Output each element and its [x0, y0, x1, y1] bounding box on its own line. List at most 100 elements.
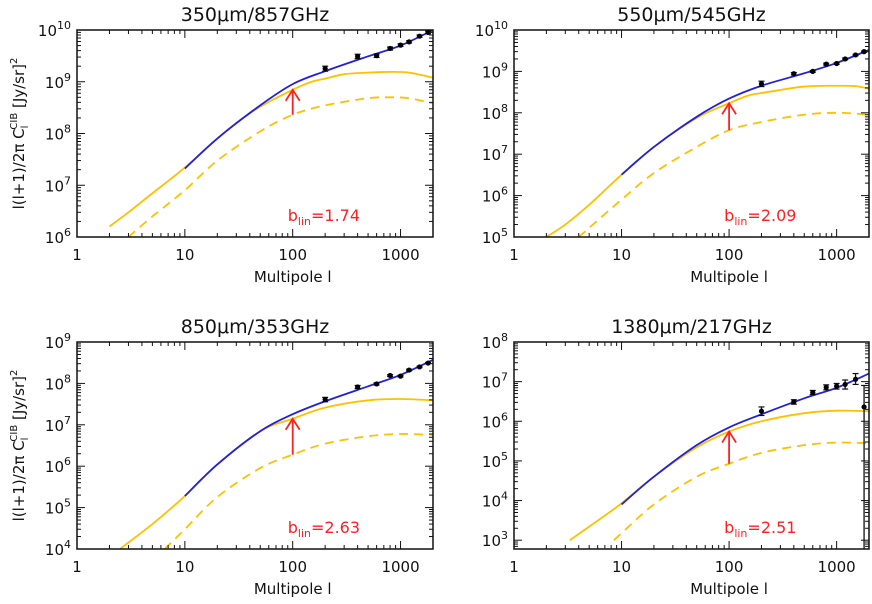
data-point — [852, 52, 859, 58]
blin-annotation: blin=2.63 — [288, 518, 360, 540]
model-curve-total — [620, 372, 869, 506]
data-point — [842, 381, 848, 388]
y-tick-exponent: 9 — [501, 60, 508, 73]
data-point — [322, 396, 328, 403]
y-tick-label: 106 — [482, 185, 508, 206]
y-tick-exponent: 10 — [494, 19, 508, 32]
y-tick-label: 1010 — [38, 19, 71, 40]
y-tick-label: 107 — [482, 143, 508, 164]
y-tick-base: 10 — [482, 413, 501, 431]
panel-1: 350μm/857GHz blin=1.74 1 10 100 1000 Multipole… — [9, 4, 434, 286]
blin-annotation: blin=2.51 — [724, 518, 796, 540]
x-axis-label: Multipole l — [690, 580, 768, 598]
model-curve-dashed — [578, 111, 869, 237]
y-tick-exponent: 5 — [501, 450, 508, 463]
data-point — [810, 389, 816, 396]
blin-value: =2.63 — [311, 518, 360, 537]
data-point — [834, 60, 840, 67]
y-tick-exponent: 8 — [501, 102, 508, 115]
model-curve-dashed — [164, 433, 433, 549]
ylabel-part: l(l+1)/2π C — [10, 440, 28, 521]
y-tick-label: 108 — [482, 331, 508, 352]
x-axis-label: Multipole l — [254, 580, 332, 598]
y-tick-base: 10 — [45, 334, 64, 352]
y-tick-label: 108 — [45, 123, 71, 144]
y-axis-label: l(l+1)/2π ClCIB [Jy/sr]2 — [9, 370, 31, 522]
data-point — [355, 384, 361, 390]
data-point — [842, 56, 848, 62]
x-tick-label: 1 — [72, 246, 82, 264]
blin-subscript: lin — [734, 215, 747, 228]
x-tick-label: 10 — [175, 558, 194, 576]
data-point — [823, 61, 829, 67]
plot-frame — [76, 341, 434, 550]
y-tick-label: 104 — [482, 490, 508, 511]
y-tick-label: 107 — [45, 174, 71, 195]
y-tick-exponent: 10 — [57, 19, 71, 32]
ylabel-sub: l — [20, 126, 31, 129]
y-tick-label: 109 — [482, 60, 508, 81]
blin-value: =2.51 — [747, 518, 796, 537]
y-tick-base: 10 — [38, 22, 57, 40]
blin-subscript: lin — [298, 527, 311, 540]
ylabel-sup: CIB — [9, 425, 20, 442]
y-tick-base: 10 — [482, 453, 501, 471]
arrow-head-icon — [284, 88, 301, 102]
y-tick-exponent: 3 — [501, 529, 508, 542]
model-curve-solid — [119, 398, 433, 549]
y-tick-base: 10 — [45, 74, 64, 92]
y-tick-exponent: 4 — [501, 490, 508, 503]
y-tick-label: 106 — [45, 226, 71, 247]
x-tick-label: 1000 — [818, 558, 856, 576]
y-tick-base: 10 — [475, 22, 494, 40]
panel-4: 1380μm/217GHz blin=2.51 1 10 100 1000 Multipol… — [482, 316, 870, 598]
y-tick-exponent: 5 — [64, 497, 71, 510]
data-point — [834, 383, 840, 389]
data-point — [823, 384, 829, 390]
arrow-head-icon — [721, 429, 737, 444]
ylabel-part: [Jy/sr] — [10, 64, 28, 113]
y-tick-label: 103 — [482, 529, 508, 550]
data-point — [374, 381, 380, 387]
data-point — [355, 53, 361, 59]
y-tick-base: 10 — [45, 541, 64, 559]
y-tick-base: 10 — [45, 177, 64, 195]
y-tick-exponent: 6 — [64, 226, 71, 239]
data-point — [397, 373, 404, 379]
data-point — [758, 81, 765, 87]
y-tick-base: 10 — [482, 229, 501, 247]
x-tick-label: 100 — [278, 558, 307, 576]
data-point — [416, 33, 423, 39]
y-tick-exponent: 7 — [64, 414, 71, 427]
data-point — [387, 372, 393, 379]
x-tick-label: 1000 — [381, 246, 419, 264]
blin-subscript: lin — [298, 215, 311, 228]
blin-symbol: b — [288, 518, 298, 537]
y-tick-label: 109 — [45, 331, 71, 352]
blin-symbol: b — [724, 518, 734, 537]
y-tick-exponent: 6 — [64, 455, 71, 468]
panel-2: 550μm/545GHz blin=2.09 1 10 100 1000 Multipole… — [475, 4, 870, 286]
x-tick-label: 1 — [509, 246, 519, 264]
ylabel-sub: l — [20, 438, 31, 441]
y-tick-base: 10 — [45, 375, 64, 393]
data-point — [861, 404, 867, 410]
blin-value: =1.74 — [311, 206, 360, 225]
model-curve-solid — [545, 84, 869, 237]
data-point — [425, 360, 431, 366]
data-point — [758, 408, 765, 414]
y-tick-exponent: 9 — [64, 331, 71, 344]
y-tick-base: 10 — [45, 417, 64, 435]
y-tick-label: 106 — [482, 410, 508, 431]
data-point — [387, 45, 393, 52]
blin-value: =2.09 — [747, 206, 796, 225]
y-tick-label: 108 — [482, 102, 508, 123]
panel-title: 350μm/857GHz — [181, 4, 330, 26]
plot-frame — [513, 29, 870, 238]
y-tick-exponent: 8 — [64, 123, 71, 136]
plot-frame — [76, 29, 434, 238]
y-tick-exponent: 9 — [64, 71, 71, 84]
x-tick-label: 10 — [175, 246, 194, 264]
x-axis-label: Multipole l — [254, 268, 332, 286]
y-tick-base: 10 — [482, 188, 501, 206]
